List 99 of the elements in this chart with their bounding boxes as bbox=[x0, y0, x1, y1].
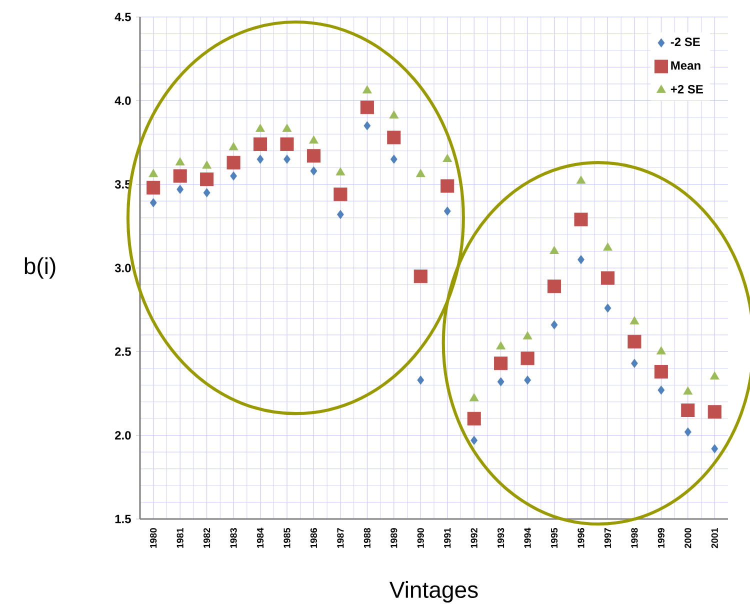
point bbox=[494, 356, 508, 370]
y-tick-label: 3.0 bbox=[114, 264, 131, 272]
point bbox=[520, 352, 534, 366]
point bbox=[708, 405, 722, 419]
y-tick-label: 2.5 bbox=[115, 347, 131, 356]
x-tick-label: 1983 bbox=[230, 528, 237, 548]
point bbox=[467, 412, 481, 426]
x-tick-label: 1985 bbox=[284, 528, 290, 548]
x-tick-label: 1980 bbox=[150, 528, 157, 548]
point bbox=[442, 154, 452, 162]
point bbox=[681, 403, 695, 418]
legend-label: -2 SE bbox=[670, 38, 700, 46]
x-tick-label: 1996 bbox=[578, 528, 584, 548]
x-tick-label: 1986 bbox=[310, 528, 318, 548]
point bbox=[389, 110, 399, 118]
point bbox=[574, 212, 588, 226]
point bbox=[148, 169, 158, 178]
point bbox=[550, 320, 558, 330]
point bbox=[683, 386, 693, 395]
y-tick-label: 2.0 bbox=[115, 431, 131, 440]
legend-label: Mean bbox=[671, 61, 700, 70]
point bbox=[654, 364, 668, 379]
point bbox=[440, 179, 454, 193]
point bbox=[684, 428, 692, 436]
point bbox=[202, 160, 212, 169]
point bbox=[306, 149, 320, 163]
point bbox=[522, 331, 532, 340]
y-tick-label: 4.0 bbox=[114, 96, 131, 105]
x-tick-label: 1982 bbox=[204, 528, 210, 548]
x-tick-label: 1997 bbox=[604, 528, 612, 548]
x-tick-label: 1984 bbox=[256, 528, 264, 548]
point bbox=[146, 180, 160, 194]
x-tick-label: 1988 bbox=[364, 528, 370, 548]
y-tick-label: 4.5 bbox=[114, 12, 131, 22]
point bbox=[228, 142, 238, 150]
point bbox=[280, 137, 294, 151]
point bbox=[604, 304, 612, 313]
x-tick-label: 2001 bbox=[711, 528, 718, 548]
point bbox=[603, 242, 612, 251]
point bbox=[310, 166, 318, 176]
point bbox=[444, 206, 451, 216]
x-tick-label: 2000 bbox=[684, 528, 692, 548]
point bbox=[658, 386, 665, 395]
x-tick-label: 1998 bbox=[631, 528, 638, 548]
x-axis-title: Vintages bbox=[389, 581, 478, 603]
point bbox=[576, 176, 586, 184]
legend-label: +2 SE bbox=[670, 84, 703, 94]
point bbox=[362, 85, 372, 94]
point bbox=[200, 172, 214, 186]
point bbox=[334, 188, 348, 202]
point bbox=[390, 154, 398, 164]
point bbox=[416, 169, 426, 178]
point bbox=[336, 167, 346, 176]
point bbox=[578, 255, 584, 264]
x-tick-label: 1990 bbox=[417, 528, 424, 548]
point bbox=[710, 372, 720, 380]
point bbox=[414, 270, 428, 284]
x-tick-label: 1995 bbox=[550, 528, 558, 548]
point bbox=[628, 334, 642, 348]
point bbox=[600, 271, 614, 285]
x-tick-label: 1981 bbox=[176, 528, 184, 548]
x-tick-label: 1989 bbox=[390, 528, 398, 548]
point bbox=[550, 246, 559, 254]
point bbox=[282, 124, 292, 132]
point bbox=[254, 137, 268, 151]
point bbox=[337, 210, 344, 219]
x-tick-label: 1992 bbox=[470, 528, 478, 548]
point bbox=[176, 184, 184, 194]
x-tick-label: 1994 bbox=[524, 528, 531, 548]
x-tick-label: 1993 bbox=[498, 528, 504, 548]
point bbox=[256, 154, 264, 164]
point bbox=[711, 444, 718, 454]
point bbox=[497, 377, 504, 386]
point bbox=[630, 316, 640, 324]
point bbox=[496, 341, 506, 350]
point bbox=[469, 393, 479, 402]
x-tick-label: 1991 bbox=[444, 528, 451, 548]
point bbox=[173, 169, 187, 183]
point bbox=[226, 156, 240, 170]
point bbox=[524, 376, 531, 385]
point bbox=[309, 136, 318, 144]
point bbox=[203, 188, 210, 198]
point bbox=[175, 157, 185, 166]
point bbox=[284, 154, 290, 164]
point bbox=[470, 436, 478, 445]
y-axis-title: b(i) bbox=[24, 257, 56, 279]
x-tick-label: 1987 bbox=[337, 528, 344, 548]
point bbox=[360, 100, 374, 114]
point bbox=[364, 121, 371, 130]
point bbox=[656, 346, 666, 354]
point bbox=[387, 130, 401, 144]
point bbox=[150, 198, 157, 208]
point bbox=[230, 172, 237, 180]
x-tick-label: 1999 bbox=[658, 528, 664, 548]
point bbox=[256, 124, 265, 132]
point bbox=[548, 280, 562, 294]
point bbox=[417, 376, 424, 385]
y-tick-label: 1.5 bbox=[115, 514, 131, 524]
point bbox=[631, 358, 638, 368]
